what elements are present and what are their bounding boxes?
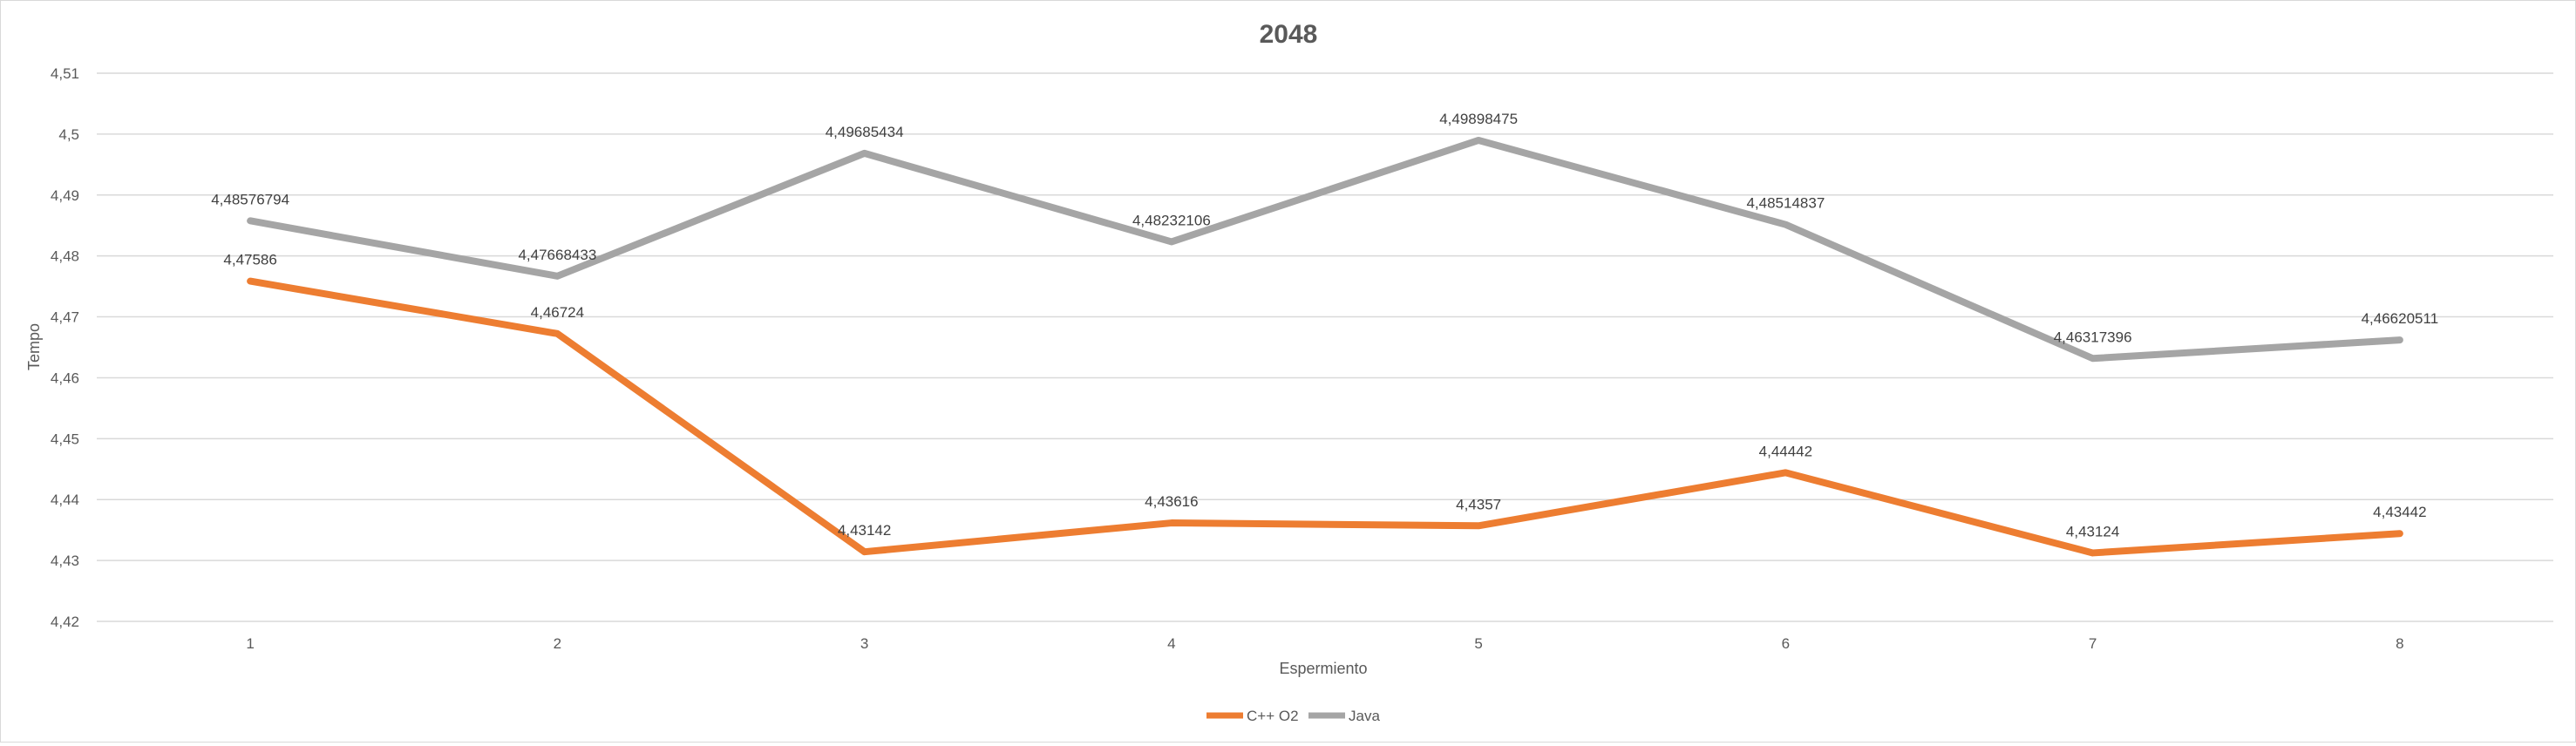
x-tick-label: 3: [860, 635, 868, 652]
y-tick-label: 4,45: [51, 431, 79, 447]
data-label: 4,48576794: [211, 191, 289, 207]
data-label: 4,43442: [2373, 504, 2426, 520]
series-line: [247, 277, 2403, 557]
data-label: 4,47586: [223, 252, 276, 268]
y-tick-label: 4,44: [51, 492, 79, 508]
data-label: 4,46317396: [2054, 329, 2132, 345]
x-tick-label: 5: [1474, 635, 1482, 652]
legend-label: C++ O2: [1247, 708, 1299, 724]
data-label: 4,43142: [838, 522, 891, 539]
y-tick-label: 4,48: [51, 248, 79, 265]
y-tick-label: 4,51: [51, 65, 79, 82]
x-tick-label: 4: [1167, 635, 1175, 652]
gridlines: [97, 72, 2553, 622]
data-label: 4,49898475: [1439, 111, 1518, 127]
data-label: 4,48232106: [1132, 212, 1211, 228]
legend: C++ O2 Java: [1206, 708, 1380, 724]
y-tick-label: 4,47: [51, 309, 79, 326]
y-axis-ticks: 4,42 4,43 4,44 4,45 4,46 4,47 4,48 4,49 4,5 4,51: [51, 65, 79, 630]
series-line: [247, 136, 2403, 363]
y-tick-label: 4,42: [51, 614, 79, 630]
y-axis-title: Tempo: [25, 323, 43, 370]
y-tick-label: 4,43: [51, 553, 79, 569]
data-label: 4,44442: [1759, 443, 1812, 459]
y-tick-label: 4,46: [51, 370, 79, 386]
data-label: 4,46620511: [2362, 310, 2439, 327]
x-tick-label: 7: [2089, 635, 2097, 652]
x-tick-label: 6: [1782, 635, 1790, 652]
data-label: 4,46724: [531, 304, 584, 321]
chart-title: 2048: [1260, 20, 1318, 49]
data-label: 4,48514837: [1746, 195, 1825, 212]
data-label: 4,43124: [2066, 523, 2119, 539]
y-tick-label: 4,49: [51, 187, 79, 204]
data-label: 4,47668433: [518, 247, 596, 263]
x-tick-label: 1: [246, 635, 254, 652]
x-tick-label: 8: [2396, 635, 2403, 652]
legend-label: Java: [1349, 708, 1380, 724]
data-label: 4,4357: [1456, 496, 1501, 512]
y-tick-label: 4,5: [58, 126, 79, 143]
series-lines: [247, 136, 2403, 557]
data-label: 4,43616: [1145, 493, 1198, 510]
x-tick-label: 2: [554, 635, 561, 652]
data-label: 4,49685434: [826, 124, 904, 140]
data-labels: 4,47586 4,46724 4,43142 4,43616 4,4357 4,4444…: [211, 111, 2438, 539]
x-axis-title: Espermiento: [1279, 660, 1367, 677]
x-axis-ticks: 1 2 3 4 5 6 7 8: [246, 635, 2403, 652]
